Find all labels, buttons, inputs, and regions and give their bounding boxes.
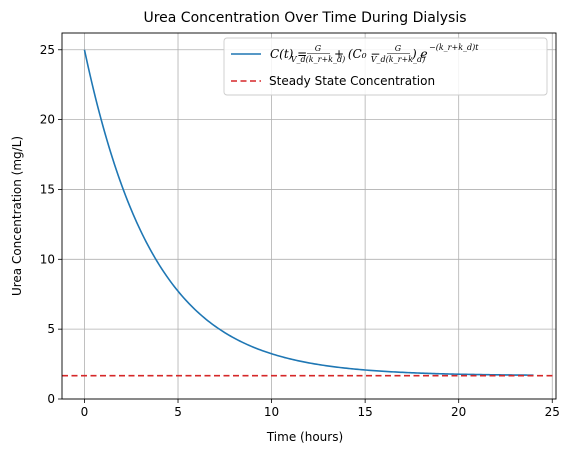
- x-tick-label: 10: [264, 405, 279, 419]
- y-tick-label: 0: [47, 392, 55, 406]
- x-tick-label: 5: [174, 405, 182, 419]
- y-tick-label: 5: [47, 322, 55, 336]
- legend: C(t) = G V_d(k_r+k_d) + (C₀ − G V_d(k_r+…: [223, 37, 548, 96]
- y-axis-ticks: 0 5 10 15 20 25: [40, 43, 62, 406]
- series-concentration-curve: [83, 49, 534, 376]
- x-axis-label: Time (hours): [266, 430, 343, 444]
- y-axis-label: Urea Concentration (mg/L): [10, 136, 24, 296]
- svg-text:V_d(k_r+k_d): V_d(k_r+k_d): [371, 55, 425, 64]
- legend-box: [223, 37, 548, 96]
- x-axis-ticks: 0 5 10 15 20 25: [81, 399, 560, 419]
- svg-text:V_d(k_r+k_d): V_d(k_r+k_d): [291, 55, 345, 64]
- legend-label-formula: C(t) = G V_d(k_r+k_d) + (C₀ − G V_d(k_r+…: [270, 43, 479, 64]
- plot-frame: [61, 32, 557, 400]
- legend-label-steady: Steady State Concentration: [269, 74, 435, 88]
- y-tick-label: 25: [40, 43, 55, 57]
- y-tick-label: 15: [40, 182, 55, 196]
- svg-text:+ (C₀ −: + (C₀ −: [334, 47, 380, 61]
- svg-text:G: G: [395, 44, 402, 53]
- svg-text:G: G: [315, 44, 322, 53]
- svg-text:−(k_r+k_d)t: −(k_r+k_d)t: [429, 43, 479, 52]
- x-tick-label: 15: [357, 405, 372, 419]
- x-tick-label: 0: [81, 405, 89, 419]
- plot-lines: [62, 49, 556, 377]
- y-tick-label: 10: [40, 252, 55, 266]
- svg-text:) e: ) e: [411, 47, 428, 61]
- y-tick-label: 20: [40, 113, 55, 127]
- x-tick-label: 20: [451, 405, 466, 419]
- chart-title: Urea Concentration Over Time During Dial…: [143, 10, 466, 26]
- svg-text:C(t) =: C(t) =: [270, 47, 307, 61]
- x-tick-label: 25: [545, 405, 560, 419]
